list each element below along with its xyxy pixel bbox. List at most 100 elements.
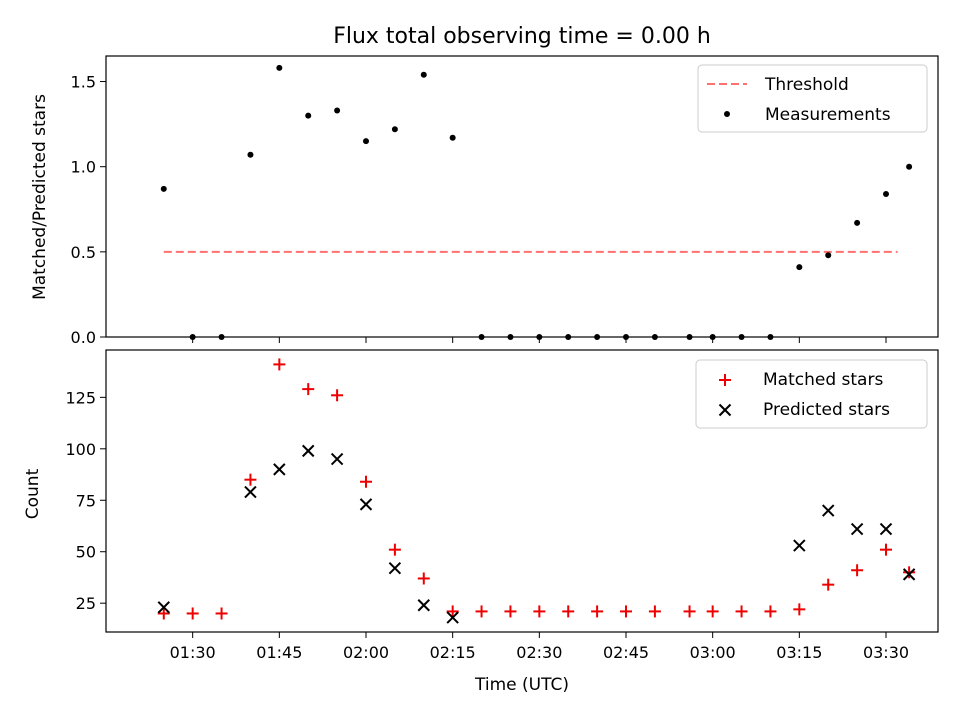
- legend-measurements-swatch: [724, 111, 730, 117]
- matched-star-point: [302, 383, 315, 396]
- x-tick-label: 01:45: [256, 643, 302, 662]
- measurement-point: [363, 138, 369, 145]
- measurement-point: [906, 163, 913, 170]
- measurement-point: [623, 334, 629, 340]
- y-tick-label: 100: [65, 440, 96, 459]
- matched-star-point: [446, 605, 459, 618]
- matched-star-point: [273, 358, 286, 371]
- y-tick-label: 1.5: [71, 73, 96, 92]
- x-axis-label: Time (UTC): [474, 675, 569, 695]
- measurement-point: [218, 334, 225, 340]
- top-panel: 0.0 0.5 1.0 1.5 Threshold Measurements: [71, 55, 939, 347]
- legend-frame: [695, 359, 928, 429]
- measurement-point: [825, 252, 832, 259]
- bottom-panel: 25 50 75 100 125 01:30 01:45 02:00 02:15 02:30 02:…: [65, 349, 939, 662]
- y-tick-label: 1.0: [71, 158, 96, 177]
- matched-star-point: [331, 389, 344, 402]
- matched-star-point: [903, 566, 916, 579]
- y-tick-label: 50: [76, 543, 96, 562]
- measurement-point: [536, 334, 543, 340]
- predicted-star-point: [902, 568, 916, 581]
- legend-matched-label: Matched stars: [763, 370, 883, 390]
- legend-predicted-swatch: [718, 403, 732, 417]
- matched-star-point: [764, 605, 777, 618]
- measurement-point: [247, 151, 254, 158]
- predicted-star-point: [157, 601, 170, 614]
- predicted-star-point: [388, 561, 402, 575]
- legend-threshold-label: Threshold: [764, 75, 849, 95]
- x-tick-label: 02:00: [343, 643, 389, 662]
- legend-matched-swatch: [719, 374, 731, 386]
- predicted-star-point: [302, 444, 315, 458]
- matched-star-point: [157, 607, 170, 620]
- top-y-axis-label: Matched/Predicted stars: [30, 94, 50, 300]
- matched-star-point: [793, 603, 806, 616]
- matched-star-point: [360, 475, 372, 488]
- predicted-star-point: [244, 485, 257, 499]
- measurement-point: [738, 334, 745, 340]
- measurement-point: [507, 334, 514, 340]
- y-tick-label: 0.5: [71, 243, 96, 262]
- x-tick-label: 03:00: [690, 643, 736, 662]
- matched-star-point: [880, 543, 892, 556]
- predicted-star-point: [850, 522, 864, 536]
- measurement-point: [189, 334, 196, 340]
- measurement-point: [594, 334, 601, 340]
- measurement-point: [651, 334, 658, 340]
- predicted-star-point: [879, 522, 893, 536]
- matched-star-point: [591, 605, 604, 618]
- measurement-point: [449, 134, 456, 141]
- measurement-point: [420, 71, 427, 78]
- matched-star-point: [822, 578, 835, 591]
- x-tick-label: 02:15: [430, 643, 476, 662]
- matched-star-point: [562, 605, 575, 618]
- predicted-star-point: [359, 498, 373, 511]
- legend-frame: [697, 64, 928, 133]
- matched-star-point: [851, 564, 864, 577]
- predicted-star-point: [273, 463, 286, 476]
- matched-star-point: [706, 605, 719, 618]
- measurement-point: [767, 334, 774, 340]
- x-tick-label: 03:30: [863, 643, 909, 662]
- measurement-point: [854, 219, 861, 226]
- matched-star-point: [186, 607, 199, 620]
- matched-star-point: [735, 605, 748, 618]
- measurement-point: [478, 334, 485, 340]
- bottom-y-axis-label: Count: [23, 468, 43, 519]
- predicted-star-point: [822, 504, 835, 517]
- matched-star-point: [215, 607, 228, 620]
- y-tick-label: 75: [76, 491, 96, 510]
- matched-star-point: [417, 572, 430, 585]
- x-tick-label: 01:30: [170, 643, 216, 662]
- measurement-point: [565, 334, 572, 340]
- measurement-point: [276, 64, 283, 71]
- predicted-star-point: [417, 599, 430, 612]
- matched-star-point: [648, 605, 661, 618]
- matched-star-point: [533, 605, 546, 618]
- matched-star-point: [388, 543, 401, 556]
- legend-measurements-label: Measurements: [765, 105, 891, 125]
- legend: Matched stars Predicted stars: [695, 359, 928, 429]
- predicted-star-point: [330, 452, 344, 466]
- predicted-star-point: [793, 539, 806, 552]
- measurement-point: [305, 112, 312, 119]
- y-tick-label: 25: [76, 594, 96, 613]
- legend-predicted-label: Predicted stars: [763, 400, 890, 420]
- chart-title: Flux total observing time = 0.00 h: [333, 24, 711, 49]
- measurement-point: [796, 264, 803, 271]
- matched-star-point: [683, 605, 696, 618]
- predicted-star-point: [446, 611, 459, 624]
- x-tick-label: 02:45: [603, 643, 649, 662]
- measurement-point: [883, 190, 889, 197]
- matched-star-point: [244, 473, 257, 486]
- matched-star-point: [620, 605, 632, 618]
- measurement-point: [709, 334, 716, 340]
- y-tick-label: 0.0: [71, 328, 96, 347]
- x-tick-label: 02:30: [516, 643, 562, 662]
- measurement-point: [391, 126, 398, 133]
- measurement-point: [334, 107, 341, 114]
- x-tick-label: 03:15: [776, 643, 822, 662]
- measurement-point: [686, 334, 693, 340]
- y-tick-label: 125: [65, 388, 96, 407]
